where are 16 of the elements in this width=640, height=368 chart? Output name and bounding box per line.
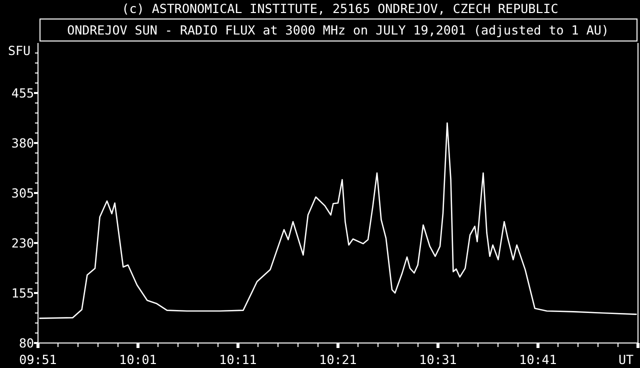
x-tick-label: 09:51 — [19, 352, 57, 367]
y-tick-label: 230 — [11, 236, 34, 250]
y-tick-label: 380 — [11, 136, 34, 150]
x-tick-label: 10:11 — [219, 352, 257, 367]
x-tick-label: 10:41 — [519, 352, 557, 367]
y-axis-title: SFU — [8, 43, 31, 58]
x-tick-label: 10:31 — [419, 352, 457, 367]
y-tick-label: 155 — [11, 286, 34, 300]
text: (c) ASTRONOMICAL INSTITUTE, 25165 ONDREJOV, CZECH REPUBLIC — [122, 1, 558, 16]
y-tick-label: 455 — [11, 86, 34, 100]
chart-title: ONDREJOV SUN - RADIO FLUX at 3000 MHz on JULY 19,2001 (adjusted to 1 AU) — [67, 22, 609, 38]
y-tick-label: 305 — [11, 186, 34, 200]
x-tick-label: 10:01 — [119, 352, 157, 367]
y-tick-label: 80 — [18, 336, 34, 350]
x-tick-label: 10:21 — [319, 352, 357, 367]
x-tick-label: UT — [618, 352, 634, 367]
